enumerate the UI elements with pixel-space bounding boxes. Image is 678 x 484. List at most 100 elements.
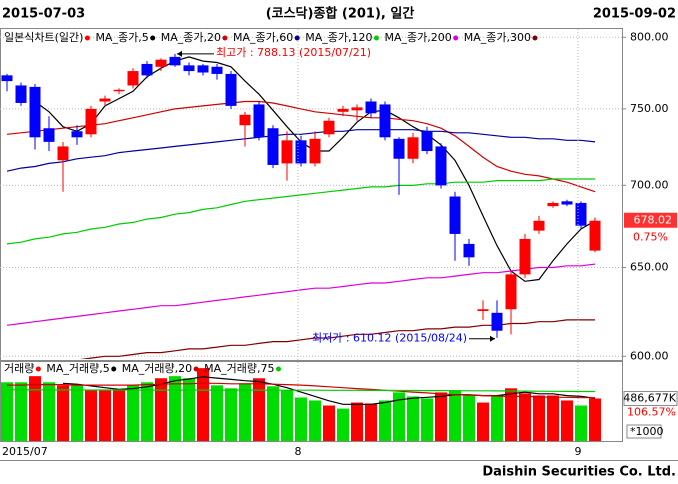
chart-title: (코스닥)종합 (201), 일간 [266, 6, 415, 22]
volume-bar [561, 400, 573, 441]
candle-body [267, 128, 279, 165]
volume-bar [43, 382, 55, 441]
volume-bar [127, 385, 139, 441]
candle-body [561, 201, 573, 205]
candle-body [29, 86, 41, 138]
candle-body [407, 137, 419, 159]
volume-bar [253, 378, 265, 441]
legend-swatch [532, 35, 538, 41]
candle-body [71, 131, 83, 138]
candle-body [183, 65, 195, 72]
candle-body [519, 238, 531, 275]
volume-bar [421, 398, 433, 441]
candle-body [127, 71, 139, 86]
footer: Daishin Securities Co. Ltd. [482, 465, 676, 480]
candle-body [43, 128, 55, 142]
ma-line [7, 389, 595, 393]
volume-bar [379, 400, 391, 441]
volume-bar [449, 390, 461, 441]
y-tick-label: 600.00 [630, 349, 669, 362]
x-tick-label: 8 [295, 445, 302, 458]
candle-body [393, 138, 405, 159]
ma-line [6, 263, 596, 326]
legend-label: MA_거래량,5 [46, 362, 109, 375]
volume-bar [239, 383, 251, 441]
high-annotation: 최고가 : 788.13 (2015/07/21) [216, 46, 371, 59]
unit-box [626, 424, 662, 439]
legend-label: 일본식차트(일간) [4, 30, 83, 44]
legend-label: MA_종가,120 [305, 31, 372, 44]
volume-bar [309, 400, 321, 441]
x-tick-label: 9 [575, 445, 582, 458]
volume-bar [267, 386, 279, 441]
volume-unit: *1000 [630, 425, 664, 438]
volume-bar [295, 397, 307, 441]
ma-line [7, 382, 595, 399]
start-date: 2015-07-03 [2, 7, 85, 22]
candle-body [365, 101, 377, 114]
candle-body [253, 104, 265, 138]
candle-body [449, 196, 461, 234]
ma-line [62, 376, 596, 405]
candle-body [141, 63, 153, 76]
volume-bar [141, 382, 153, 441]
volume-box [623, 390, 678, 406]
price-panel [0, 28, 623, 361]
candle-body [477, 309, 489, 312]
legend-swatch [35, 366, 41, 372]
volume-bar [575, 405, 587, 441]
volume-bar [29, 376, 41, 441]
volume-bar [533, 395, 545, 441]
legend-swatch [84, 35, 90, 41]
arrow-head [490, 335, 495, 342]
candle-body [1, 75, 13, 82]
price-plot [0, 36, 622, 359]
volume-bar [183, 378, 195, 441]
candle-body [351, 107, 363, 111]
volume-bar [281, 390, 293, 441]
low-annotation: 최저가 : 610.12 (2015/08/24) [312, 332, 467, 345]
legend-label: MA_종가,60 [233, 31, 293, 44]
legend-swatch [193, 366, 199, 372]
volume-bar [169, 376, 181, 441]
legend-label: MA_거래량,75 [204, 362, 274, 375]
candle-body [589, 220, 601, 251]
candle-body [169, 56, 181, 66]
volume-bar [491, 395, 503, 441]
ma-line [6, 100, 596, 193]
last-price: 678.02 [634, 214, 673, 227]
legend-label: MA_거래량,20 [122, 362, 192, 375]
ma-line [6, 178, 595, 245]
legend-label: 거래량 [4, 362, 34, 375]
candle-body [533, 220, 545, 231]
volume-bar [589, 398, 601, 441]
candle-body [113, 89, 125, 92]
y-tick-label: 750.00 [630, 102, 669, 115]
legend-swatch [453, 35, 459, 41]
candle-body [211, 66, 223, 74]
volume-bar [57, 385, 69, 441]
candle-body [15, 85, 27, 103]
end-date: 2015-09-02 [593, 7, 676, 22]
volume-bar [15, 382, 27, 441]
volume-bar [407, 396, 419, 441]
candle-body [85, 108, 97, 135]
candle-body [435, 146, 447, 186]
volume-bar [71, 385, 83, 441]
candle-body [547, 202, 559, 207]
y-tick-label: 800.00 [630, 30, 669, 43]
arrow-head [177, 50, 182, 57]
candle-body [225, 73, 237, 106]
volume-bar [323, 405, 335, 441]
volume-bar [99, 390, 111, 441]
legend-swatch [150, 35, 156, 41]
volume-bar [337, 408, 349, 441]
volume-bar [155, 378, 167, 441]
candle-body [491, 312, 503, 331]
candle-body [197, 65, 209, 73]
candle-body [309, 138, 321, 164]
volume-bar [85, 390, 97, 441]
candle-body [295, 140, 307, 164]
volume-change: 106.57% [627, 405, 676, 418]
